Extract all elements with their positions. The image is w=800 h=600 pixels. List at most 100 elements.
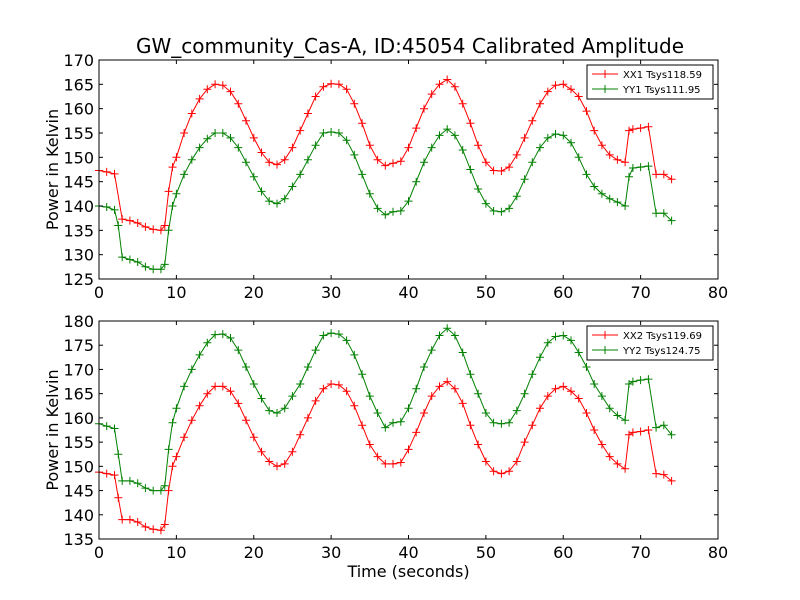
series-line xyxy=(98,128,672,270)
data-point xyxy=(389,159,397,168)
data-point xyxy=(288,143,297,152)
x-tick-label: 60 xyxy=(553,543,573,562)
data-point xyxy=(582,170,591,179)
data-point xyxy=(652,423,661,432)
series-2-2 xyxy=(95,324,676,495)
legend-label: XX1 Tsys118.59 xyxy=(623,70,702,81)
data-point xyxy=(597,189,606,198)
data-point xyxy=(559,382,568,391)
y-tick-label: 165 xyxy=(63,385,94,404)
data-point xyxy=(242,116,250,125)
data-point xyxy=(296,430,305,439)
data-point xyxy=(373,409,382,417)
data-point xyxy=(567,336,575,345)
data-point xyxy=(164,486,173,495)
legend-marker xyxy=(601,331,609,339)
data-point xyxy=(427,346,436,355)
data-point xyxy=(242,158,250,167)
y-tick-label: 170 xyxy=(63,360,94,379)
data-point xyxy=(327,79,336,88)
y-tick-label: 135 xyxy=(63,221,94,240)
data-point xyxy=(358,421,367,430)
data-point xyxy=(396,417,405,426)
data-point xyxy=(605,150,614,159)
data-point xyxy=(118,253,127,262)
data-point xyxy=(605,452,614,461)
data-point xyxy=(590,380,599,388)
data-point xyxy=(280,459,289,468)
data-point xyxy=(365,440,374,449)
data-point xyxy=(474,389,483,398)
y-tick-label: 170 xyxy=(63,51,94,70)
y-tick-label: 125 xyxy=(63,270,94,289)
x-tick-label: 70 xyxy=(630,543,650,562)
data-point xyxy=(590,126,599,135)
y-axis-label: Power in Kelvin xyxy=(43,369,62,490)
data-point xyxy=(280,194,289,203)
data-point xyxy=(334,330,343,339)
data-point xyxy=(412,177,421,186)
data-point xyxy=(211,129,220,137)
data-point xyxy=(404,197,413,206)
data-point xyxy=(420,104,428,113)
data-point xyxy=(296,126,305,135)
data-point xyxy=(218,81,227,90)
data-point xyxy=(110,424,119,433)
y-tick-label: 140 xyxy=(63,197,94,216)
data-point xyxy=(160,260,169,269)
data-point xyxy=(334,80,343,89)
data-point xyxy=(582,107,591,116)
data-point xyxy=(559,131,568,140)
y-axis-label: Power in Kelvin xyxy=(43,109,62,230)
data-point xyxy=(265,406,274,415)
data-point xyxy=(636,163,645,172)
data-point xyxy=(226,87,235,96)
data-point xyxy=(427,143,436,152)
data-point xyxy=(211,382,220,391)
data-point xyxy=(450,131,459,140)
data-point xyxy=(512,192,521,201)
data-point xyxy=(435,80,444,89)
data-point xyxy=(226,387,235,396)
x-tick-label: 30 xyxy=(321,543,341,562)
data-point xyxy=(280,155,289,164)
data-point xyxy=(218,330,227,339)
data-point xyxy=(114,450,123,459)
data-point xyxy=(489,206,498,215)
data-point xyxy=(249,172,258,181)
data-point xyxy=(249,433,258,442)
data-point xyxy=(512,406,521,415)
data-point xyxy=(110,169,119,178)
data-point xyxy=(257,148,266,157)
data-point xyxy=(520,389,529,398)
data-point xyxy=(141,484,150,493)
data-point xyxy=(102,469,111,478)
data-point xyxy=(234,399,243,408)
data-point xyxy=(551,332,560,341)
data-point xyxy=(381,210,390,219)
data-point xyxy=(644,162,653,171)
legend: XX1 Tsys118.59 YY1 Tsys111.95 xyxy=(586,64,714,100)
data-point xyxy=(389,418,397,427)
data-point xyxy=(296,380,305,388)
data-point xyxy=(164,187,173,196)
data-point xyxy=(505,467,514,476)
data-point xyxy=(102,167,111,176)
data-point xyxy=(412,124,421,133)
data-point xyxy=(187,416,196,425)
data-point xyxy=(528,421,537,430)
data-point xyxy=(160,221,169,230)
data-point xyxy=(621,158,630,167)
data-point xyxy=(273,199,281,208)
legend-item: YY2 Tsys124.75 xyxy=(592,346,701,357)
data-point xyxy=(319,384,328,393)
data-point xyxy=(168,163,177,172)
x-tick-label: 30 xyxy=(321,283,341,302)
data-point xyxy=(404,445,413,454)
data-point xyxy=(319,82,328,91)
data-point xyxy=(118,515,127,524)
legend-marker xyxy=(601,70,609,78)
data-point xyxy=(168,462,177,471)
data-point xyxy=(334,380,343,389)
data-point xyxy=(659,470,668,479)
